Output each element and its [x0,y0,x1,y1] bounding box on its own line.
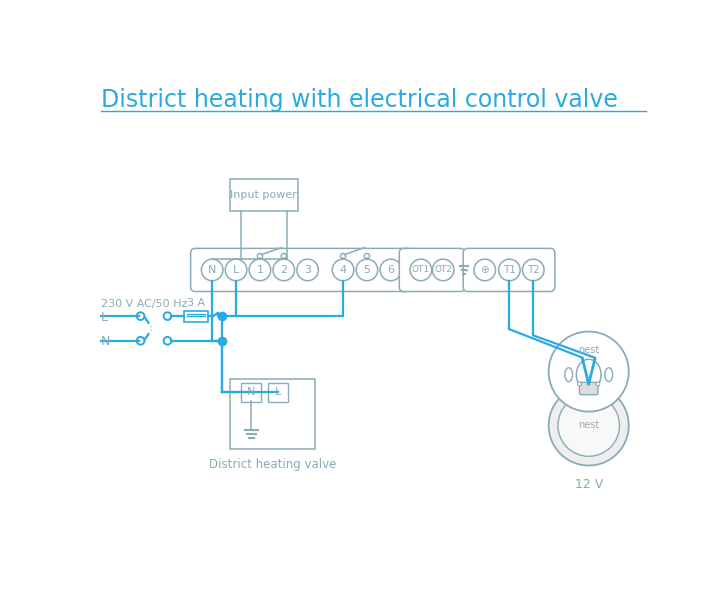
Ellipse shape [605,368,612,381]
Text: 6: 6 [387,265,395,275]
Text: 230 V AC/50 Hz: 230 V AC/50 Hz [100,299,187,309]
Text: 3 A: 3 A [187,298,205,308]
Text: nest: nest [578,421,599,431]
FancyBboxPatch shape [191,248,412,292]
Text: Input power: Input power [230,190,297,200]
Circle shape [137,337,144,345]
Text: 1: 1 [256,265,264,275]
Circle shape [273,259,295,281]
FancyBboxPatch shape [242,383,261,402]
Circle shape [202,259,223,281]
Text: 4: 4 [339,265,347,275]
Circle shape [549,331,629,412]
Text: ⊕: ⊕ [480,265,489,275]
Text: 5: 5 [363,265,371,275]
Text: L: L [274,387,281,397]
Circle shape [432,259,454,281]
Circle shape [225,259,247,281]
Text: N: N [100,336,110,349]
Circle shape [341,254,346,259]
Circle shape [558,394,620,456]
Circle shape [332,259,354,281]
Circle shape [164,337,171,345]
Circle shape [137,312,144,320]
Text: nest: nest [578,345,599,355]
Text: 2: 2 [280,265,288,275]
FancyBboxPatch shape [579,383,598,394]
FancyBboxPatch shape [230,380,314,448]
Text: L: L [233,265,240,275]
Text: 12 V: 12 V [574,478,603,491]
Circle shape [364,254,370,259]
FancyBboxPatch shape [463,248,555,292]
Circle shape [549,386,629,466]
FancyBboxPatch shape [268,383,288,402]
Circle shape [596,382,600,386]
Text: T1: T1 [503,265,516,275]
Text: N: N [208,265,216,275]
Text: N: N [248,387,256,397]
Circle shape [164,312,171,320]
Text: L: L [100,311,108,324]
Circle shape [474,259,496,281]
Circle shape [356,259,378,281]
Circle shape [257,254,263,259]
Circle shape [249,259,271,281]
Circle shape [380,259,402,281]
Text: District heating valve: District heating valve [208,458,336,471]
Text: OT1: OT1 [412,266,430,274]
FancyBboxPatch shape [399,248,464,292]
Circle shape [523,259,544,281]
Text: District heating with electrical control valve: District heating with electrical control… [100,89,617,112]
Circle shape [577,382,582,386]
Text: T2: T2 [527,265,539,275]
Circle shape [297,259,318,281]
Ellipse shape [565,368,572,381]
Circle shape [499,259,521,281]
Circle shape [281,254,287,259]
Circle shape [410,259,432,281]
FancyBboxPatch shape [230,179,298,211]
Ellipse shape [577,359,601,390]
Text: 3: 3 [304,265,311,275]
FancyBboxPatch shape [183,311,208,321]
Text: OT2: OT2 [434,266,452,274]
